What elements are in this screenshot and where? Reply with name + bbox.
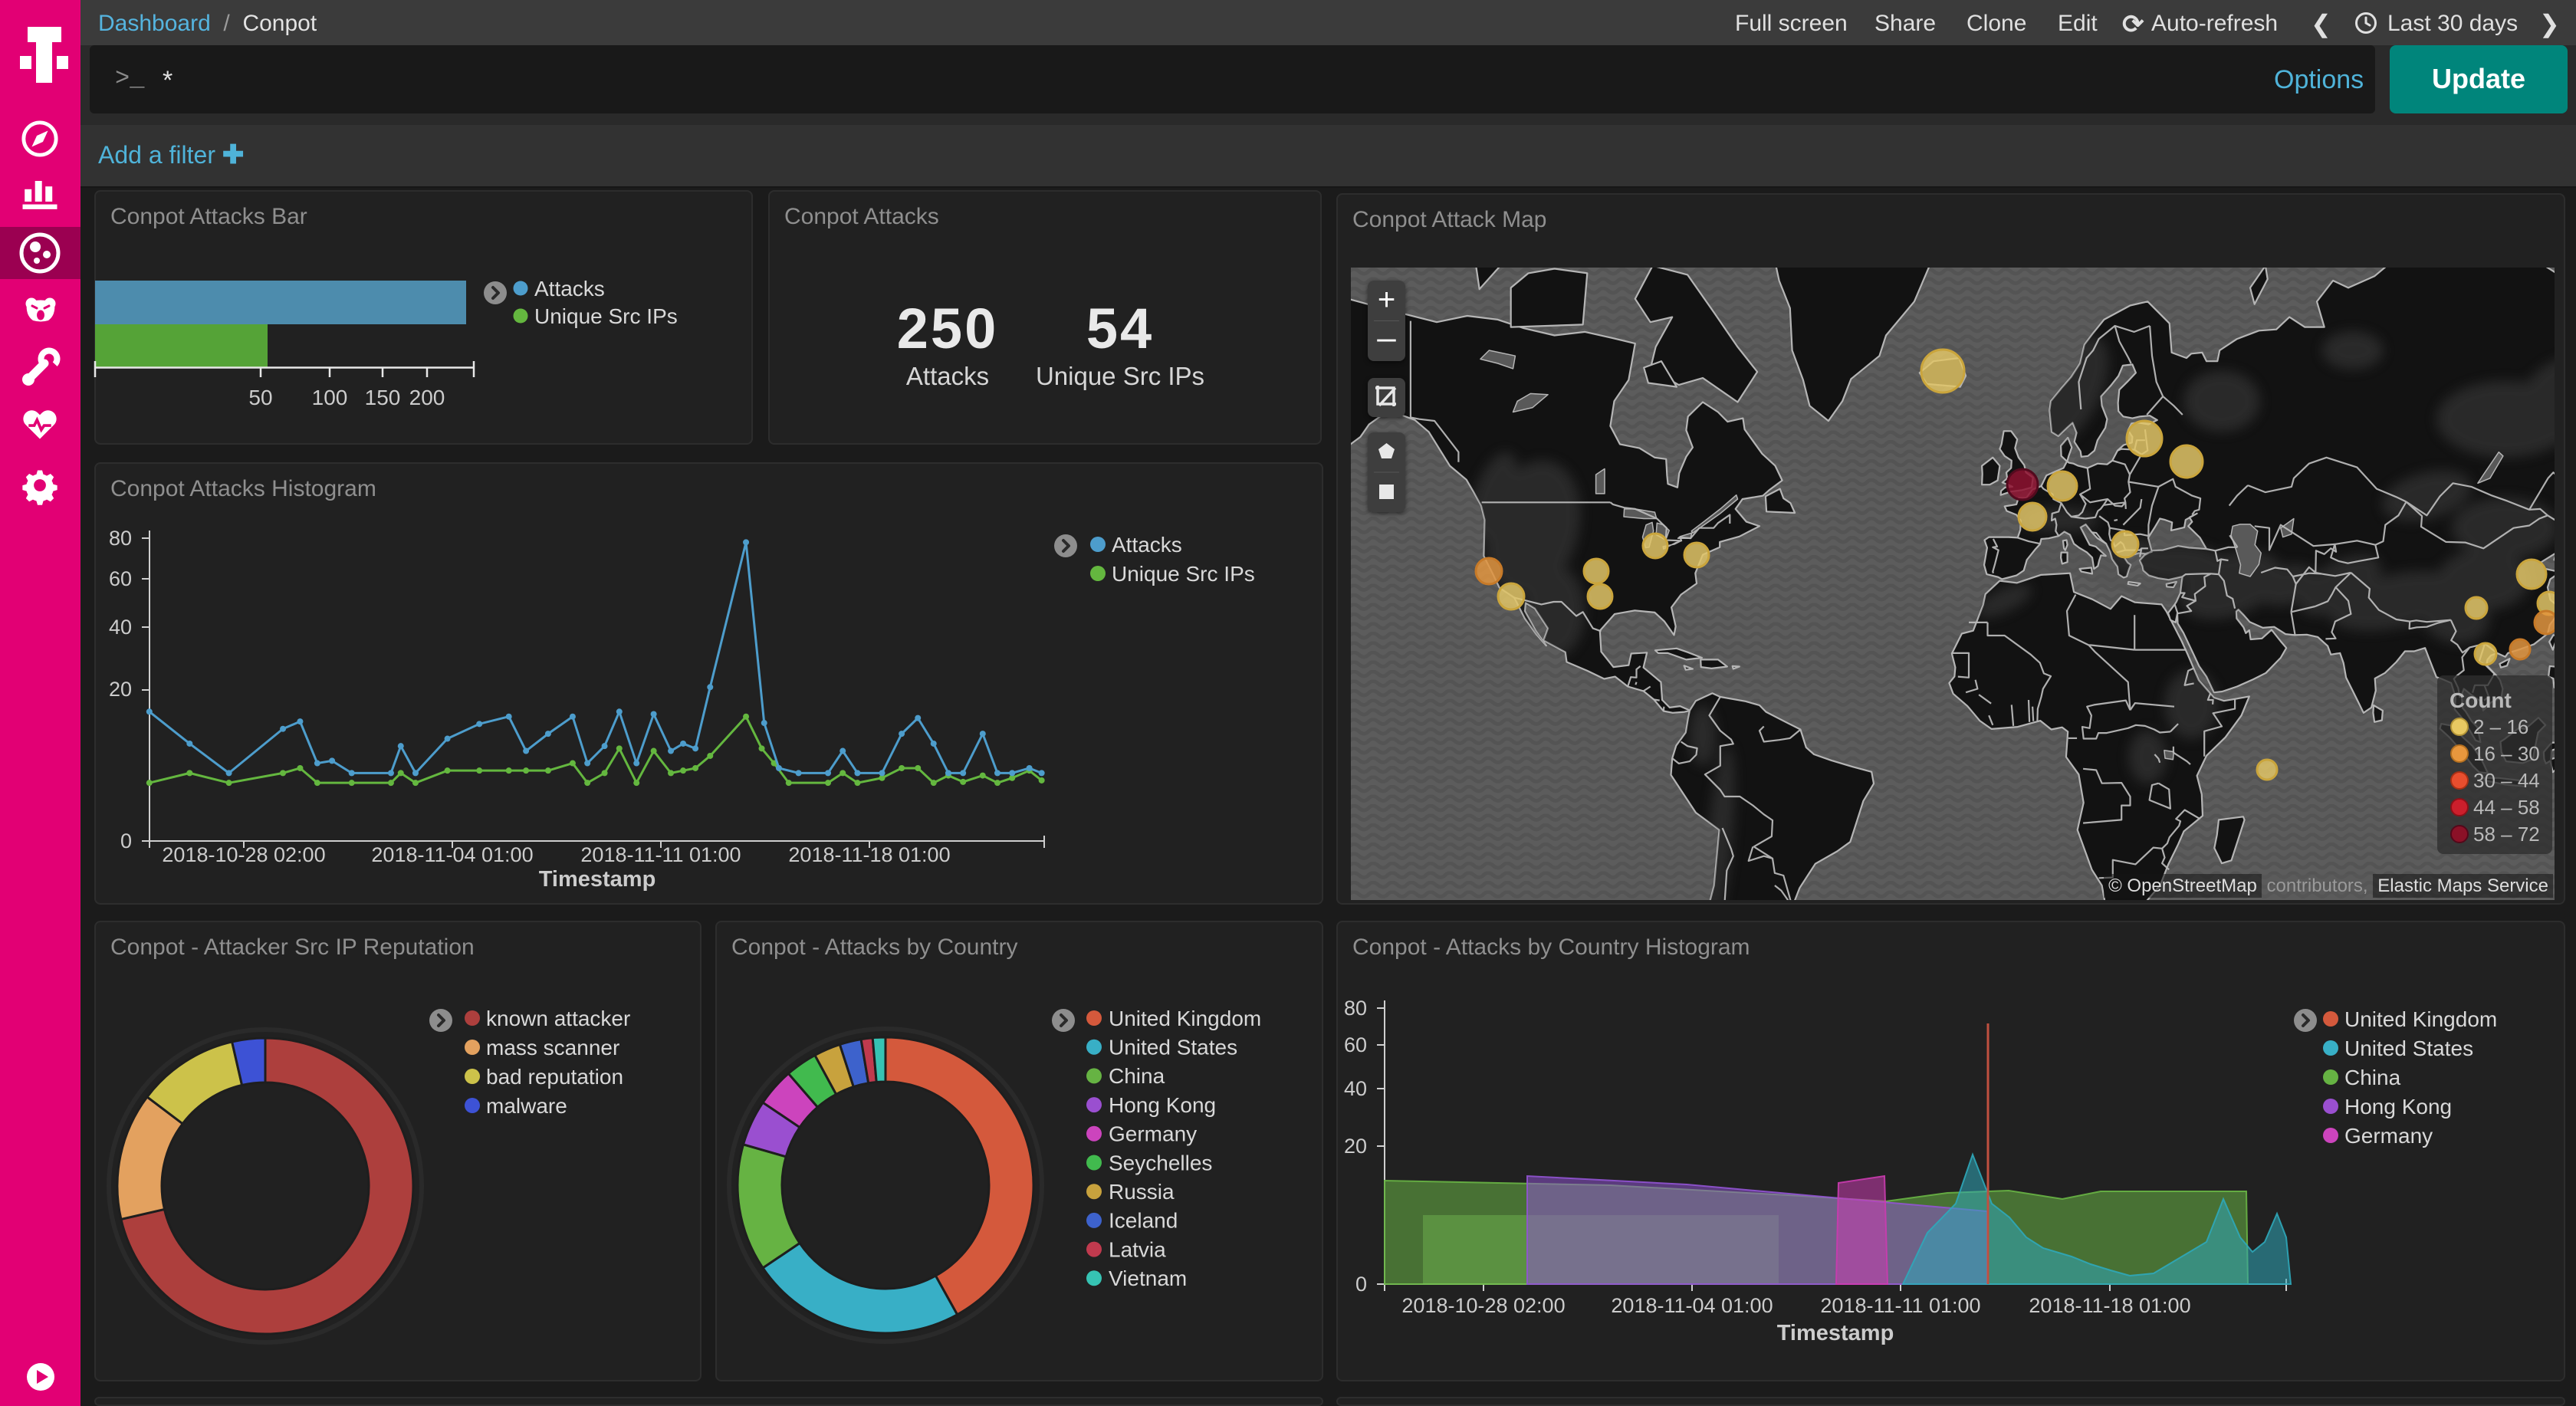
svg-text:Vietnam: Vietnam <box>1109 1266 1187 1290</box>
svg-text:Iceland: Iceland <box>1109 1209 1178 1233</box>
svg-text:China: China <box>2344 1066 2401 1089</box>
svg-text:2018-10-28 02:00: 2018-10-28 02:00 <box>162 843 325 866</box>
svg-text:2018-11-11 01:00: 2018-11-11 01:00 <box>1820 1294 1980 1317</box>
svg-text:malware: malware <box>486 1094 567 1118</box>
svg-text:200: 200 <box>409 386 445 409</box>
svg-text:Russia: Russia <box>1109 1180 1175 1204</box>
svg-text:150: 150 <box>365 386 401 409</box>
svg-text:58 – 72: 58 – 72 <box>2473 823 2540 846</box>
svg-text:Timestamp: Timestamp <box>1777 1321 1894 1345</box>
svg-text:16 – 30: 16 – 30 <box>2473 742 2540 765</box>
svg-text:Hong Kong: Hong Kong <box>1109 1093 1216 1117</box>
svg-text:80: 80 <box>109 527 132 550</box>
svg-text:2018-11-04 01:00: 2018-11-04 01:00 <box>1611 1294 1773 1317</box>
svg-text:Germany: Germany <box>2344 1124 2433 1148</box>
svg-text:60: 60 <box>1344 1033 1367 1056</box>
svg-text:Count: Count <box>2450 688 2512 712</box>
svg-text:30 – 44: 30 – 44 <box>2473 769 2540 792</box>
svg-text:mass scanner: mass scanner <box>486 1036 619 1059</box>
svg-text:Germany: Germany <box>1109 1122 1197 1146</box>
svg-text:United States: United States <box>2344 1036 2473 1060</box>
svg-text:Seychelles: Seychelles <box>1109 1151 1212 1174</box>
svg-text:United Kingdom: United Kingdom <box>2344 1007 2497 1031</box>
svg-text:Latvia: Latvia <box>1109 1237 1166 1261</box>
svg-text:44 – 58: 44 – 58 <box>2473 796 2540 819</box>
svg-text:2018-11-18 01:00: 2018-11-18 01:00 <box>2029 1294 2190 1317</box>
svg-text:known attacker: known attacker <box>486 1007 630 1030</box>
svg-text:2018-10-28 02:00: 2018-10-28 02:00 <box>1401 1294 1565 1317</box>
svg-text:60: 60 <box>109 567 132 590</box>
svg-text:Attacks: Attacks <box>1112 533 1182 557</box>
svg-text:0: 0 <box>1355 1273 1367 1296</box>
svg-text:0: 0 <box>120 829 132 852</box>
svg-text:2018-11-11 01:00: 2018-11-11 01:00 <box>580 843 741 866</box>
svg-text:China: China <box>1109 1064 1165 1088</box>
svg-text:100: 100 <box>312 386 348 409</box>
svg-text:bad reputation: bad reputation <box>486 1065 623 1089</box>
svg-text:20: 20 <box>1344 1135 1367 1158</box>
svg-text:Unique Src IPs: Unique Src IPs <box>534 304 678 328</box>
svg-text:United States: United States <box>1109 1036 1237 1059</box>
svg-text:2018-11-18 01:00: 2018-11-18 01:00 <box>788 843 950 866</box>
svg-text:40: 40 <box>109 616 132 639</box>
svg-text:80: 80 <box>1344 997 1367 1020</box>
svg-text:Unique Src IPs: Unique Src IPs <box>1112 562 1255 586</box>
svg-text:Hong Kong: Hong Kong <box>2344 1095 2452 1119</box>
svg-text:20: 20 <box>109 678 132 701</box>
svg-text:2 – 16: 2 – 16 <box>2473 715 2528 738</box>
svg-text:Attacks: Attacks <box>534 277 605 301</box>
svg-text:Timestamp: Timestamp <box>539 867 656 892</box>
svg-text:United Kingdom: United Kingdom <box>1109 1007 1261 1030</box>
svg-text:50: 50 <box>248 386 272 409</box>
svg-text:40: 40 <box>1344 1077 1367 1100</box>
svg-text:2018-11-04 01:00: 2018-11-04 01:00 <box>371 843 533 866</box>
